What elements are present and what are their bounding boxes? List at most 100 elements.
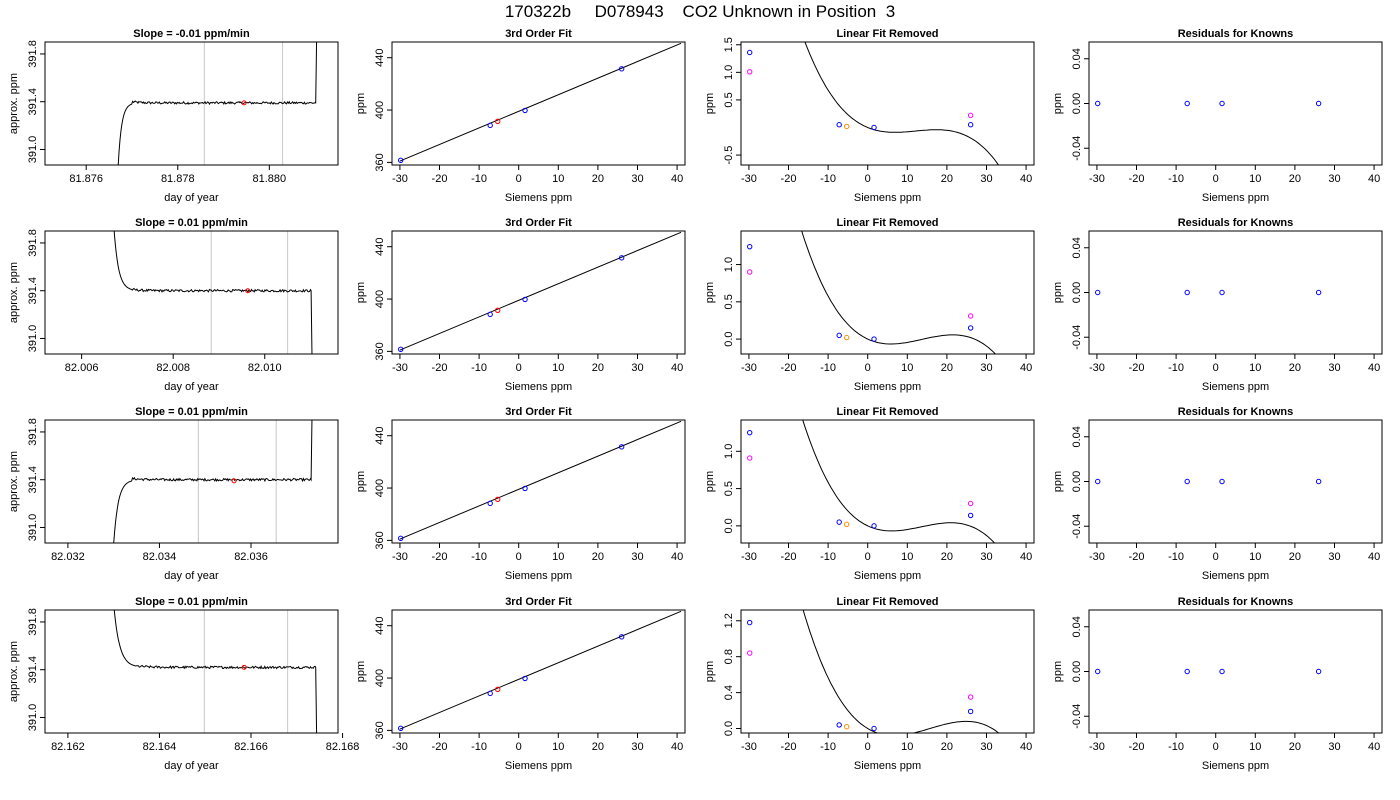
x-axis-label: Siemens ppm xyxy=(505,381,572,393)
x-tick-label: -30 xyxy=(1089,173,1105,185)
x-tick-label: 0 xyxy=(1213,551,1219,563)
panel-plot-area xyxy=(113,610,318,733)
x-tick-label: 0 xyxy=(516,362,522,374)
panel-title: Slope = 0.01 ppm/min xyxy=(135,406,248,418)
x-tick-label: -20 xyxy=(432,741,448,753)
y-axis-label: ppm xyxy=(1052,282,1064,303)
x-tick-label: 0 xyxy=(1213,362,1219,374)
data-point-blue xyxy=(618,634,625,640)
x-tick-label: 40 xyxy=(1020,551,1032,563)
y-tick-label: 0.00 xyxy=(1071,471,1083,492)
x-tick-label: 82.036 xyxy=(234,551,268,563)
data-point-blue xyxy=(618,66,625,72)
panel-r4-c1: Slope = 0.01 ppm/min 82.162 82.164 82.166 82… xyxy=(8,596,359,772)
y-tick-label: 440 xyxy=(374,238,386,256)
y-axis-label: ppm xyxy=(1052,661,1064,682)
x-tick-label: 82.164 xyxy=(143,741,177,753)
unknown-sample-point xyxy=(231,478,237,484)
y-axis-label: approx. ppm xyxy=(8,451,20,512)
x-tick-label: 20 xyxy=(592,551,604,563)
x-tick-label: 81.878 xyxy=(161,173,195,185)
x-tick-label: 40 xyxy=(1368,173,1380,185)
panel-r4-c4: Residuals for Knowns -30 -20 -10 0 10 20 30 40 -0… xyxy=(1052,596,1383,772)
y-tick-label: 391.4 xyxy=(27,466,39,494)
x-tick-label: 30 xyxy=(631,741,643,753)
y-tick-label: -0.04 xyxy=(1071,514,1083,539)
x-tick-label: -10 xyxy=(820,741,836,753)
x-tick-label: -30 xyxy=(392,173,408,185)
y-tick-label: 440 xyxy=(374,49,386,67)
panel-plot-area xyxy=(398,42,682,163)
data-point-blue xyxy=(967,122,974,128)
plot-frame xyxy=(391,230,686,355)
data-point-blue xyxy=(871,523,877,529)
y-tick-label: 0.5 xyxy=(723,294,735,309)
concentration-trace xyxy=(113,231,313,354)
panel-plot-area xyxy=(398,610,682,731)
data-point-blue xyxy=(522,107,528,114)
fit-curve xyxy=(802,420,996,543)
data-point-blue xyxy=(618,444,625,450)
panel-title: Slope = 0.01 ppm/min xyxy=(135,217,248,229)
panel-plot-area xyxy=(747,610,1000,733)
y-tick-label: 391.0 xyxy=(27,514,39,542)
fit-line xyxy=(399,610,682,730)
y-tick-label: 391.8 xyxy=(27,229,39,257)
panel-plot-area xyxy=(747,420,996,543)
data-point-orange xyxy=(844,123,850,130)
y-tick-label: 400 xyxy=(374,669,386,687)
y-tick-label: 400 xyxy=(374,290,386,308)
x-tick-label: 20 xyxy=(592,362,604,374)
y-axis-label: ppm xyxy=(704,93,716,114)
x-tick-label: 40 xyxy=(671,173,683,185)
x-tick-label: 40 xyxy=(1368,551,1380,563)
y-tick-label: 0.0 xyxy=(723,518,735,533)
y-tick-label: 391.0 xyxy=(27,136,39,164)
panel-plot-area xyxy=(747,231,997,354)
data-point-blue xyxy=(1315,478,1322,485)
x-tick-label: -10 xyxy=(471,551,487,563)
x-tick-label: 30 xyxy=(980,362,992,374)
x-tick-label: 82.008 xyxy=(156,362,190,374)
x-tick-label: -30 xyxy=(1089,741,1105,753)
panel-plot-area xyxy=(398,231,682,352)
y-tick-label: 0.04 xyxy=(1071,426,1083,447)
fit-curve xyxy=(804,42,1000,165)
plot-frame xyxy=(391,609,686,734)
y-tick-label: 360 xyxy=(374,721,386,739)
x-tick-label: -30 xyxy=(392,551,408,563)
x-tick-label: 20 xyxy=(941,741,953,753)
data-point-blue xyxy=(398,346,404,352)
x-axis-label: day of year xyxy=(164,381,219,393)
data-point-blue xyxy=(747,243,753,250)
panel-plot-area xyxy=(1095,478,1322,485)
x-axis-label: Siemens ppm xyxy=(1202,192,1269,204)
x-tick-label: 20 xyxy=(941,551,953,563)
panel-plot-area xyxy=(113,420,313,543)
y-tick-label: 360 xyxy=(374,153,386,171)
data-point-blue xyxy=(836,332,842,339)
panel-r2-c3: Linear Fit Removed -30 -20 -10 0 10 20 30 40 0.0 0… xyxy=(704,217,1035,393)
data-point-blue xyxy=(747,429,753,436)
y-tick-label: 400 xyxy=(374,479,386,497)
y-tick-label: 391.8 xyxy=(27,608,39,636)
y-tick-label: 400 xyxy=(374,101,386,119)
y-tick-label: 0.8 xyxy=(723,649,735,664)
panel-title: Linear Fit Removed xyxy=(836,217,938,229)
x-tick-label: 10 xyxy=(1249,741,1261,753)
panel-r3-c1: Slope = 0.01 ppm/min 82.032 82.034 82.036 39… xyxy=(8,406,339,582)
x-axis-label: Siemens ppm xyxy=(505,760,572,772)
data-point-blue xyxy=(398,157,404,163)
y-tick-label: 0.5 xyxy=(723,92,735,107)
x-tick-label: -10 xyxy=(471,173,487,185)
x-tick-label: 20 xyxy=(1289,741,1301,753)
data-point-orange xyxy=(844,521,850,528)
x-tick-label: 0 xyxy=(516,551,522,563)
x-tick-label: 20 xyxy=(941,173,953,185)
data-point-magenta xyxy=(967,112,974,119)
data-point-blue xyxy=(1219,668,1225,675)
panel-title: Residuals for Knowns xyxy=(1178,596,1294,608)
x-tick-label: 20 xyxy=(592,741,604,753)
y-tick-label: 0.00 xyxy=(1071,93,1083,114)
y-axis-label: ppm xyxy=(355,661,367,682)
